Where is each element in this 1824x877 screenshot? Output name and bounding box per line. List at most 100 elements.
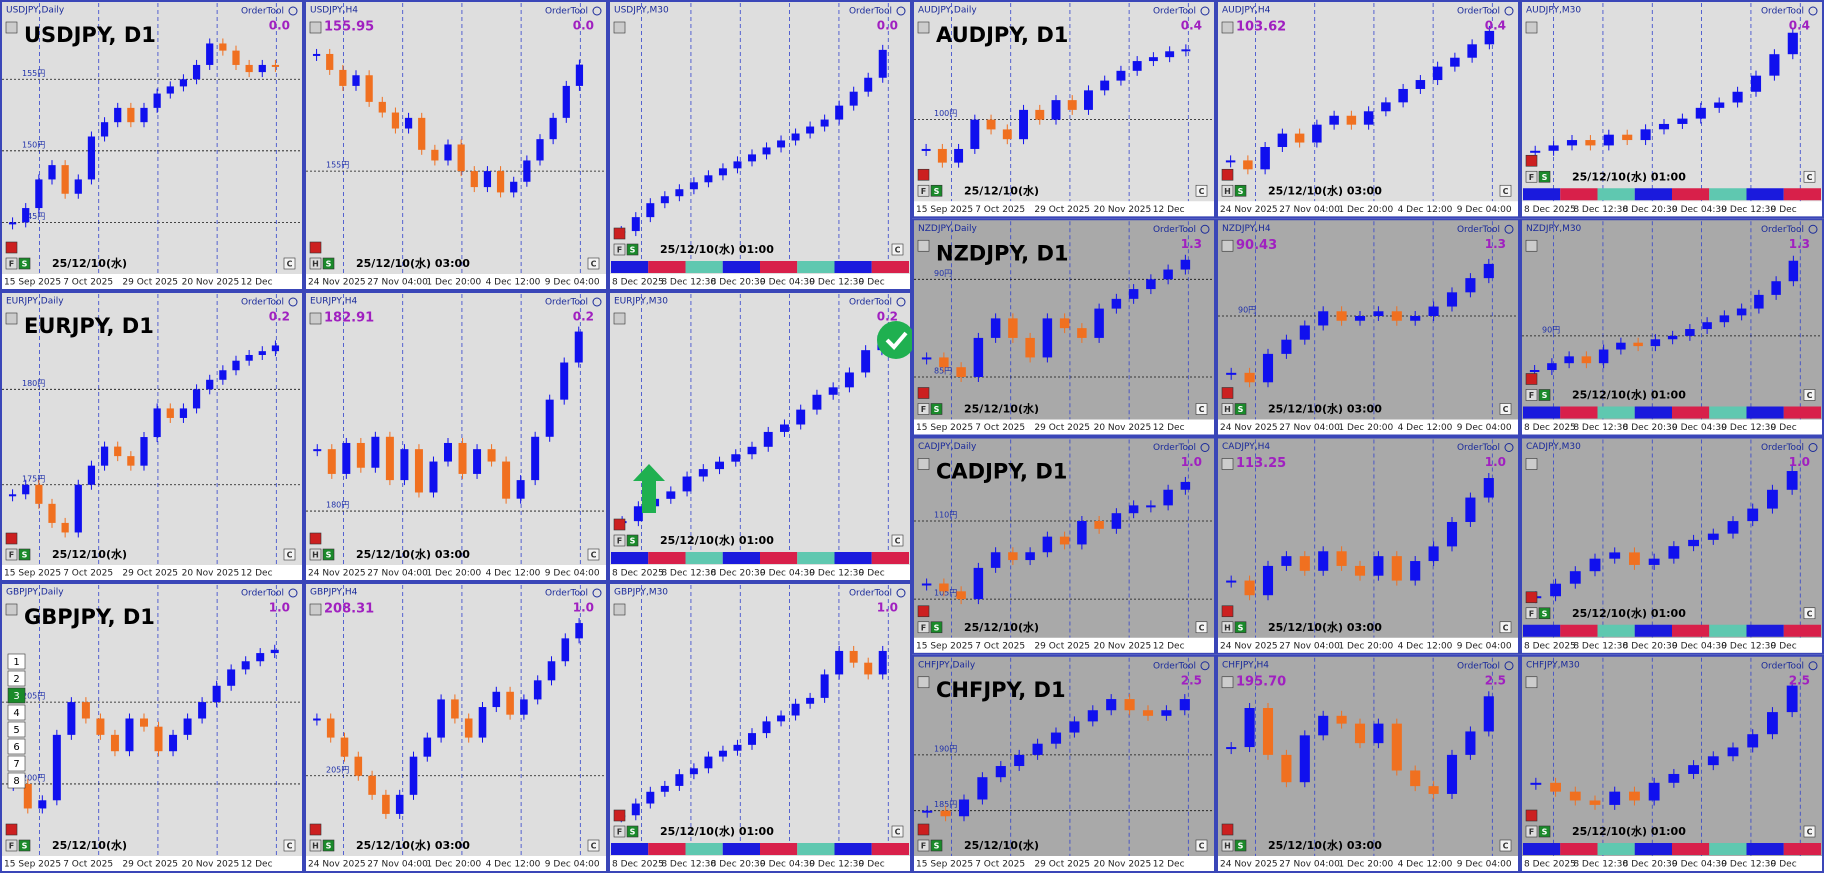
button[interactable]: [1221, 839, 1234, 852]
button[interactable]: [1195, 839, 1208, 852]
order-tool-icon[interactable]: [896, 297, 906, 307]
chart-panel[interactable]: GBPJPY,M30 OrderTool 1.0 F S 25/12/10(水) 01:0…: [608, 582, 912, 873]
minimize-button[interactable]: [1221, 239, 1234, 252]
button[interactable]: [18, 839, 31, 852]
button[interactable]: [5, 241, 18, 254]
button[interactable]: [1525, 825, 1538, 838]
button[interactable]: [309, 241, 322, 254]
button[interactable]: [1538, 389, 1551, 401]
button[interactable]: [587, 548, 600, 561]
minimize-button[interactable]: [5, 312, 18, 325]
chart-panel[interactable]: EURJPY,M30 OrderTool 0.2 F S 25/12/10(水) 01:0…: [608, 291, 915, 582]
chart-panel[interactable]: 110円 105円 CADJPY,Daily OrderTool 1.0 CADJPY, …: [912, 436, 1216, 655]
button[interactable]: [5, 257, 18, 270]
order-tool-icon[interactable]: [592, 297, 602, 307]
minimize-button[interactable]: [613, 21, 626, 34]
minimize-button[interactable]: [1525, 676, 1538, 689]
button[interactable]: [613, 534, 626, 547]
button[interactable]: [917, 184, 930, 197]
order-tool-icon[interactable]: [1808, 443, 1818, 452]
order-tool-icon[interactable]: [1504, 443, 1514, 452]
button[interactable]: [5, 839, 18, 852]
button[interactable]: [891, 825, 904, 838]
button[interactable]: [917, 839, 930, 852]
button[interactable]: [1221, 387, 1234, 399]
chart-panel[interactable]: 155円 USDJPY,H4 OrderTool 0.0 155.95 H S 25/12/1…: [304, 0, 608, 291]
minimize-button[interactable]: [1525, 458, 1538, 470]
chart-panel[interactable]: CADJPY,M30 OrderTool 1.0 F S 25/12/10(水) 01:0…: [1520, 436, 1824, 655]
button[interactable]: [930, 184, 943, 197]
minimize-button[interactable]: [917, 21, 930, 34]
button[interactable]: [322, 839, 335, 852]
chart-number-button[interactable]: [7, 704, 26, 721]
button[interactable]: [917, 403, 930, 415]
chart-panel[interactable]: CHFJPY,M30 OrderTool 2.5 F S 25/12/10(水) 01:0…: [1520, 654, 1824, 873]
button[interactable]: [1803, 389, 1816, 401]
button[interactable]: [283, 257, 296, 270]
minimize-button[interactable]: [1221, 458, 1234, 470]
button[interactable]: [1499, 839, 1512, 852]
minimize-button[interactable]: [917, 458, 930, 470]
button[interactable]: [5, 823, 18, 836]
button[interactable]: [891, 243, 904, 256]
chart-number-button[interactable]: [7, 687, 26, 704]
order-tool-icon[interactable]: [288, 588, 298, 598]
order-tool-icon[interactable]: [288, 6, 298, 16]
button[interactable]: [1803, 170, 1816, 183]
button[interactable]: [1221, 621, 1234, 634]
chart-panel[interactable]: 100円 AUDJPY,Daily OrderTool 0.4 AUDJPY, D1 F S…: [912, 0, 1216, 219]
button[interactable]: [930, 403, 943, 415]
button[interactable]: [1803, 607, 1816, 620]
chart-number-button[interactable]: [7, 738, 26, 755]
chart-panel[interactable]: CHFJPY,H4 OrderTool 2.5 195.70 H S 25/12/10(水)…: [1216, 654, 1520, 873]
button[interactable]: [613, 825, 626, 838]
button[interactable]: [891, 534, 904, 547]
order-tool-icon[interactable]: [288, 297, 298, 307]
order-tool-icon[interactable]: [1200, 6, 1210, 16]
button[interactable]: [613, 227, 626, 240]
minimize-button[interactable]: [1525, 239, 1538, 252]
button[interactable]: [613, 809, 626, 822]
minimize-button[interactable]: [613, 312, 626, 325]
button[interactable]: [1221, 403, 1234, 415]
chart-panel[interactable]: USDJPY,M30 OrderTool 0.0 F S 25/12/10(水) 01:0…: [608, 0, 912, 291]
order-tool-icon[interactable]: [1504, 224, 1514, 234]
chart-panel[interactable]: 205円 GBPJPY,H4 OrderTool 1.0 208.31 H S 25/12/1…: [304, 582, 608, 873]
button[interactable]: [1525, 389, 1538, 401]
minimize-button[interactable]: [917, 239, 930, 252]
order-tool-icon[interactable]: [1808, 6, 1818, 16]
order-tool-icon[interactable]: [1808, 224, 1818, 234]
button[interactable]: [613, 518, 626, 531]
button[interactable]: [1221, 605, 1234, 618]
button[interactable]: [1195, 184, 1208, 197]
button[interactable]: [5, 532, 18, 545]
minimize-button[interactable]: [1221, 676, 1234, 689]
button[interactable]: [1803, 825, 1816, 838]
button[interactable]: [1525, 809, 1538, 822]
chart-panel[interactable]: 90円 NZDJPY,H4 OrderTool 1.3 90.43 H S 25/12/10(…: [1216, 218, 1520, 437]
button[interactable]: [283, 548, 296, 561]
minimize-button[interactable]: [309, 312, 322, 325]
order-tool-icon[interactable]: [592, 588, 602, 598]
button[interactable]: [917, 621, 930, 634]
button[interactable]: [917, 168, 930, 181]
button[interactable]: [283, 839, 296, 852]
order-tool-icon[interactable]: [1200, 443, 1210, 452]
chart-panel[interactable]: 190円 185円 CHFJPY,Daily OrderTool 2.5 CHFJPY, …: [912, 654, 1216, 873]
button[interactable]: [1538, 607, 1551, 620]
button[interactable]: [1221, 168, 1234, 181]
button[interactable]: [5, 548, 18, 561]
button[interactable]: [917, 387, 930, 399]
order-tool-icon[interactable]: [1200, 224, 1210, 234]
minimize-button[interactable]: [1221, 21, 1234, 34]
order-tool-icon[interactable]: [896, 6, 906, 16]
button[interactable]: [1195, 621, 1208, 634]
minimize-button[interactable]: [5, 603, 18, 616]
minimize-button[interactable]: [613, 603, 626, 616]
button[interactable]: [309, 532, 322, 545]
button[interactable]: [917, 605, 930, 618]
button[interactable]: [1525, 591, 1538, 604]
order-tool-icon[interactable]: [1504, 661, 1514, 671]
order-tool-icon[interactable]: [1200, 661, 1210, 671]
chart-panel[interactable]: AUDJPY,H4 OrderTool 0.4 103.62 H S 25/12/10(水)…: [1216, 0, 1520, 219]
